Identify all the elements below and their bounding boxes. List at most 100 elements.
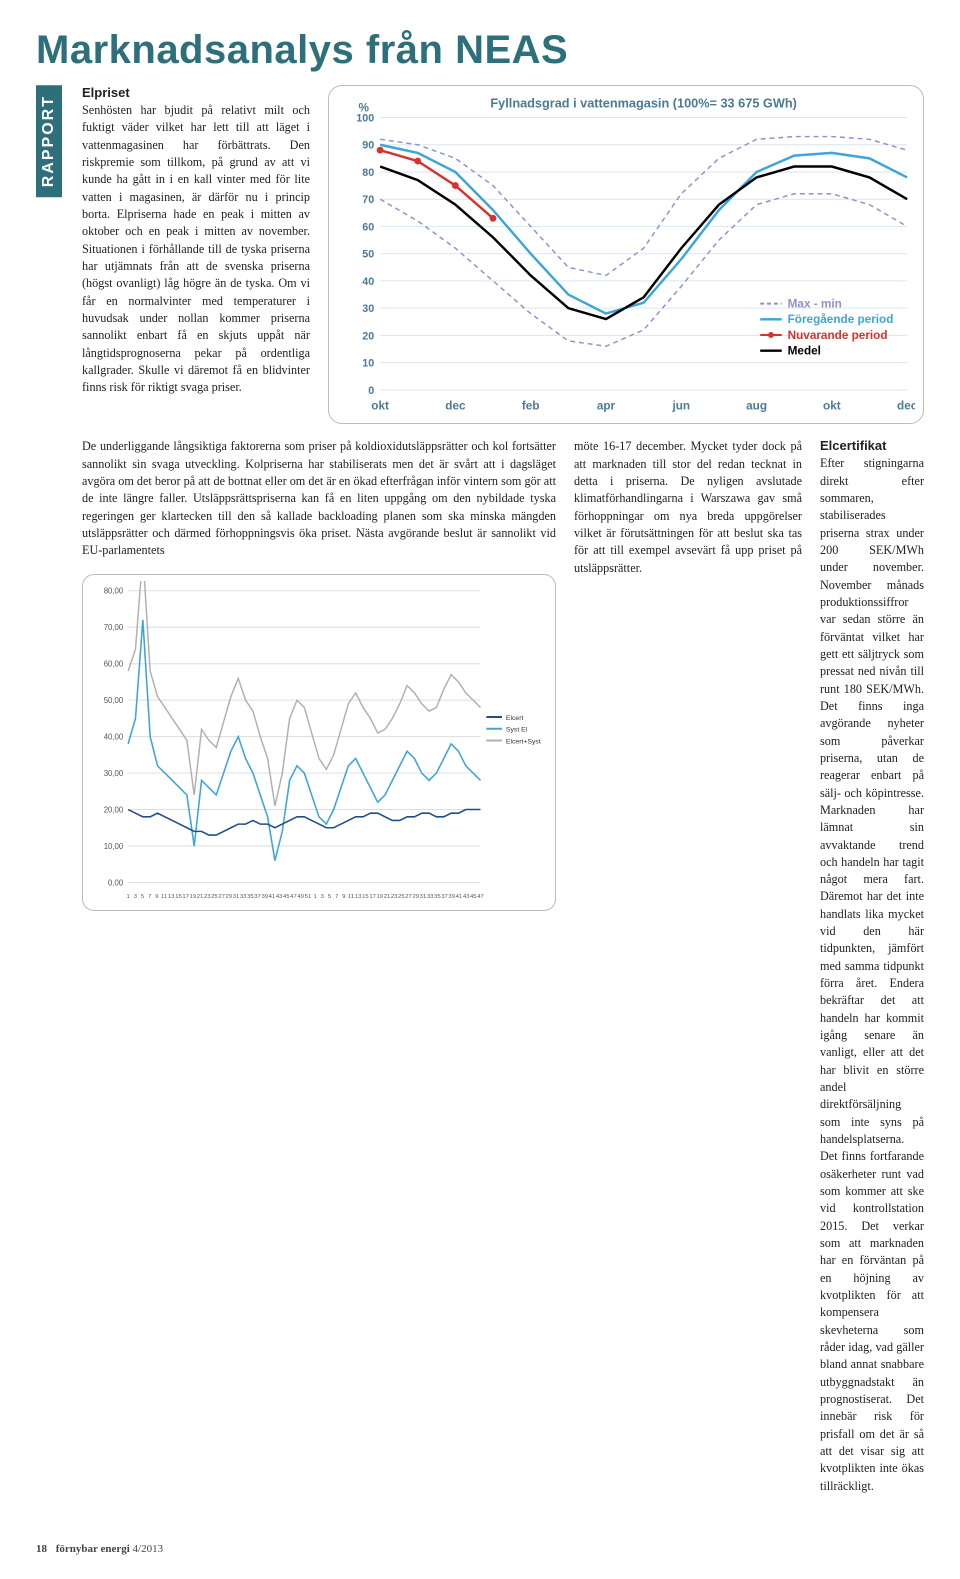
main-columns: Elpriset Senhösten har bjudit på relativ… [82,85,924,1495]
svg-text:41: 41 [269,894,276,900]
top-row: Elpriset Senhösten har bjudit på relativ… [82,85,924,424]
chart2: 0,0010,0020,0030,0040,0050,0060,0070,008… [89,581,549,904]
svg-text:19: 19 [190,894,197,900]
svg-text:Max - min: Max - min [788,298,842,311]
bottom-row: De underliggande långsiktiga faktorerna … [82,438,924,1495]
para-elcert: Efter stigningarna direkt efter sommaren… [820,455,924,1495]
page-footer: 18 förnybar energi 4/2013 [36,1543,924,1555]
svg-text:43: 43 [463,894,470,900]
svg-text:dec: dec [445,399,466,412]
chart1-box: Fyllnadsgrad i vattenmagasin (100%= 33 6… [328,85,924,424]
svg-text:30: 30 [362,303,374,315]
svg-text:0: 0 [368,385,374,397]
svg-text:11: 11 [161,894,167,900]
svg-text:29: 29 [412,894,419,900]
svg-text:1: 1 [127,894,130,900]
svg-text:Syst El: Syst El [506,726,528,733]
svg-text:90: 90 [362,140,374,152]
svg-text:47: 47 [290,894,297,900]
svg-text:21: 21 [197,894,204,900]
svg-text:0,00: 0,00 [108,878,124,887]
top-left-text: Elpriset Senhösten har bjudit på relativ… [82,85,310,424]
svg-text:25: 25 [211,894,218,900]
svg-text:23: 23 [391,894,398,900]
svg-text:Föregående period: Föregående period [788,313,894,326]
svg-text:13: 13 [168,894,175,900]
bottom-left: De underliggande långsiktiga faktorerna … [82,438,556,1495]
section-heading-elcert: Elcertifikat [820,438,924,453]
svg-text:dec: dec [897,399,915,412]
svg-text:okt: okt [371,399,389,412]
svg-text:23: 23 [204,894,211,900]
svg-text:41: 41 [456,894,463,900]
svg-text:50,00: 50,00 [104,696,124,705]
svg-text:40: 40 [362,276,374,288]
svg-text:35: 35 [247,894,254,900]
svg-text:30,00: 30,00 [104,769,124,778]
para-elpriset-3: möte 16-17 december. Mycket tyder dock p… [574,438,802,577]
sidebar-tab: RAPPORT [36,85,66,197]
svg-text:70: 70 [362,194,374,206]
svg-text:1: 1 [313,894,316,900]
svg-text:20,00: 20,00 [104,805,124,814]
svg-text:5: 5 [141,894,145,900]
para-elpriset-1: Senhösten har bjudit på relativt milt oc… [82,102,310,397]
svg-text:40,00: 40,00 [104,732,124,741]
svg-text:7: 7 [148,894,151,900]
svg-text:15: 15 [362,894,369,900]
svg-text:100: 100 [356,112,374,124]
svg-text:29: 29 [226,894,233,900]
svg-text:43: 43 [276,894,283,900]
tab-label: RAPPORT [36,85,62,197]
svg-text:49: 49 [297,894,304,900]
svg-text:aug: aug [746,399,767,412]
svg-text:5: 5 [328,894,332,900]
svg-text:80: 80 [362,167,374,179]
svg-text:3: 3 [134,894,137,900]
svg-text:37: 37 [441,894,448,900]
page-number: 18 [36,1543,47,1555]
svg-text:33: 33 [240,894,247,900]
svg-text:20: 20 [362,330,374,342]
chart1: Fyllnadsgrad i vattenmagasin (100%= 33 6… [337,94,915,417]
svg-text:31: 31 [233,894,240,900]
page-title: Marknadsanalys från NEAS [36,28,924,73]
svg-text:27: 27 [405,894,412,900]
svg-text:47: 47 [477,894,484,900]
svg-text:7: 7 [335,894,338,900]
issue: 4/2013 [133,1543,164,1555]
section-heading-elpriset: Elpriset [82,85,310,100]
svg-text:31: 31 [420,894,427,900]
svg-text:51: 51 [305,894,312,900]
svg-text:15: 15 [175,894,182,900]
svg-text:21: 21 [384,894,391,900]
chart2-box: 0,0010,0020,0030,0040,0050,0060,0070,008… [82,574,556,911]
svg-text:45: 45 [470,894,477,900]
bottom-center: möte 16-17 december. Mycket tyder dock p… [574,438,802,1495]
svg-text:jun: jun [671,399,690,412]
bottom-right: Elcertifikat Efter stigningarna direkt e… [820,438,924,1495]
svg-text:10: 10 [362,358,374,370]
svg-text:17: 17 [182,894,189,900]
svg-text:Elcert+Syst: Elcert+Syst [506,738,541,745]
svg-text:Elcert: Elcert [506,715,524,722]
svg-text:10,00: 10,00 [104,841,124,850]
svg-text:27: 27 [218,894,225,900]
chart1-wrap: Fyllnadsgrad i vattenmagasin (100%= 33 6… [328,85,924,424]
content-row: RAPPORT Elpriset Senhösten har bjudit på… [36,85,924,1495]
svg-text:11: 11 [348,894,354,900]
svg-text:60: 60 [362,221,374,233]
svg-text:60,00: 60,00 [104,659,124,668]
svg-text:9: 9 [342,894,345,900]
svg-text:3: 3 [321,894,324,900]
svg-text:37: 37 [254,894,261,900]
svg-text:39: 39 [448,894,455,900]
svg-text:9: 9 [155,894,158,900]
svg-text:17: 17 [369,894,376,900]
svg-text:okt: okt [823,399,841,412]
svg-text:Medel: Medel [788,345,821,358]
svg-text:25: 25 [398,894,405,900]
svg-text:Nuvarande period: Nuvarande period [788,329,888,342]
svg-text:80,00: 80,00 [104,586,124,595]
svg-text:33: 33 [427,894,434,900]
